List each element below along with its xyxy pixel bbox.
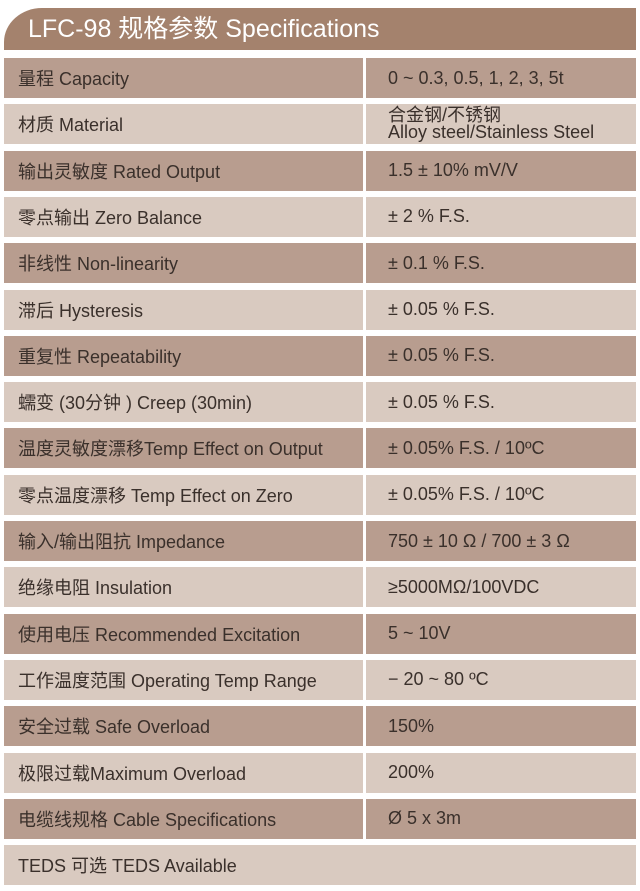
- spec-row: 安全过载 Safe Overload 150%: [4, 706, 636, 747]
- spec-row: 重复性 Repeatability ± 0.05 % F.S.: [4, 335, 636, 376]
- spec-value-line: 合金钢/不锈钢: [388, 105, 502, 126]
- spec-value: ± 0.05 % F.S.: [366, 382, 636, 423]
- spec-value: ± 0.05% F.S. / 10ºC: [366, 428, 636, 469]
- spec-label: 零点输出 Zero Balance: [4, 196, 363, 237]
- spec-row: 输入/输出阻抗 Impedance 750 ± 10 Ω / 700 ± 3 Ω: [4, 521, 636, 561]
- spec-value: 5 ~ 10V: [366, 613, 636, 654]
- spec-label: 输入/输出阻抗 Impedance: [4, 521, 363, 561]
- spec-row: 非线性 Non-linearity ± 0.1 % F.S.: [4, 243, 636, 284]
- spec-label: 材质 Material: [4, 104, 363, 145]
- spec-row: TEDS 可选 TEDS Available: [4, 845, 636, 886]
- spec-value: ≥5000MΩ/100VDC: [366, 567, 636, 608]
- spec-label: 极限过载Maximum Overload: [4, 752, 363, 793]
- spec-row: 温度灵敏度漂移Temp Effect on Output ± 0.05% F.S.…: [4, 428, 636, 469]
- spec-label: 蠕变 (30分钟 ) Creep (30min): [4, 382, 363, 423]
- spec-label: 重复性 Repeatability: [4, 335, 363, 376]
- spec-row: 零点输出 Zero Balance ± 2 % F.S.: [4, 196, 636, 237]
- spec-row: 电缆线规格 Cable Specifications Ø 5 x 3m: [4, 798, 636, 839]
- spec-header: LFC-98 规格参数 Specifications: [4, 8, 636, 50]
- spec-label: 滞后 Hysteresis: [4, 289, 363, 330]
- spec-row: 滞后 Hysteresis ± 0.05 % F.S.: [4, 289, 636, 330]
- spec-row: 极限过载Maximum Overload 200%: [4, 752, 636, 793]
- spec-label: 绝缘电阻 Insulation: [4, 567, 363, 608]
- spec-label: 电缆线规格 Cable Specifications: [4, 798, 363, 839]
- spec-label: 零点温度漂移 Temp Effect on Zero: [4, 474, 363, 515]
- spec-label: 温度灵敏度漂移Temp Effect on Output: [4, 428, 363, 469]
- spec-value: ± 0.05 % F.S.: [366, 335, 636, 376]
- spec-row: 绝缘电阻 Insulation ≥5000MΩ/100VDC: [4, 567, 636, 608]
- spec-value: 750 ± 10 Ω / 700 ± 3 Ω: [366, 521, 636, 561]
- spec-value: ± 0.1 % F.S.: [366, 243, 636, 284]
- spec-row: 蠕变 (30分钟 ) Creep (30min) ± 0.05 % F.S.: [4, 382, 636, 423]
- spec-value: Ø 5 x 3m: [366, 798, 636, 839]
- spec-value-line: Alloy steel/Stainless Steel: [388, 122, 595, 143]
- spec-label: TEDS 可选 TEDS Available: [4, 845, 636, 886]
- spec-value: − 20 ~ 80 ºC: [366, 659, 636, 700]
- spec-label: 非线性 Non-linearity: [4, 243, 363, 284]
- spec-value: 合金钢/不锈钢 Alloy steel/Stainless Steel: [366, 104, 636, 145]
- spec-value: 1.5 ± 10% mV/V: [366, 150, 636, 191]
- spec-value: 150%: [366, 706, 636, 747]
- spec-value: 0 ~ 0.3, 0.5, 1, 2, 3, 5t: [366, 58, 636, 98]
- spec-row: 材质 Material 合金钢/不锈钢 Alloy steel/Stainless …: [4, 104, 636, 145]
- spec-value: ± 2 % F.S.: [366, 196, 636, 237]
- spec-value: 200%: [366, 752, 636, 793]
- spec-value: ± 0.05% F.S. / 10ºC: [366, 474, 636, 515]
- spec-row: 零点温度漂移 Temp Effect on Zero ± 0.05% F.S. /…: [4, 474, 636, 515]
- spec-label: 使用电压 Recommended Excitation: [4, 613, 363, 654]
- spec-row: 量程 Capacity 0 ~ 0.3, 0.5, 1, 2, 3, 5t: [4, 58, 636, 98]
- spec-row: 输出灵敏度 Rated Output 1.5 ± 10% mV/V: [4, 150, 636, 191]
- spec-label: 输出灵敏度 Rated Output: [4, 150, 363, 191]
- spec-label: 工作温度范围 Operating Temp Range: [4, 659, 363, 700]
- spec-row: 使用电压 Recommended Excitation 5 ~ 10V: [4, 613, 636, 654]
- spec-row: 工作温度范围 Operating Temp Range − 20 ~ 80 ºC: [4, 659, 636, 700]
- spec-label: 量程 Capacity: [4, 58, 363, 98]
- spec-value: ± 0.05 % F.S.: [366, 289, 636, 330]
- page-title: LFC-98 规格参数 Specifications: [28, 15, 380, 43]
- spec-label: 安全过载 Safe Overload: [4, 706, 363, 747]
